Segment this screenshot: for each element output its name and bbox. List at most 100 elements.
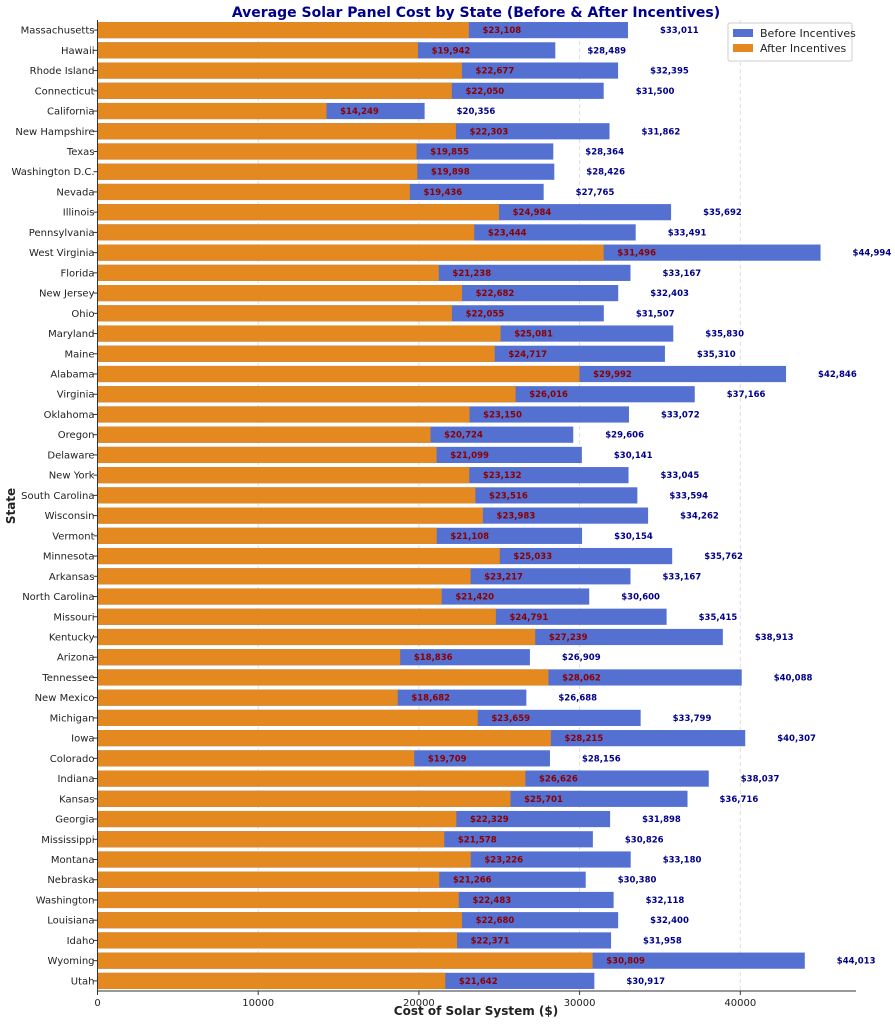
y-tick-label: Kansas [59, 794, 94, 805]
y-tick-label: Pennsylvania [29, 228, 95, 239]
label-after-incentives: $19,436 [423, 188, 462, 198]
label-before-incentives: $28,426 [586, 168, 625, 178]
label-after-incentives: $24,791 [510, 613, 549, 623]
label-before-incentives: $35,310 [697, 350, 736, 360]
label-after-incentives: $25,033 [513, 552, 552, 562]
bar-after-incentives [97, 649, 401, 666]
label-before-incentives: $33,491 [668, 228, 707, 238]
label-after-incentives: $23,132 [483, 471, 522, 481]
label-after-incentives: $27,239 [549, 633, 588, 643]
bar-after-incentives [97, 608, 496, 625]
y-tick-label: Nevada [56, 187, 94, 198]
data-labels: $33,011 $23,108 $28,489 $19,942 $32,395 $22,6… [340, 26, 891, 987]
bar-after-incentives [97, 952, 593, 969]
y-tick-label: Ohio [71, 309, 94, 320]
bar-after-incentives [97, 851, 471, 868]
bar-after-incentives [97, 163, 418, 180]
label-before-incentives: $37,166 [727, 390, 766, 400]
y-tick-label: Michigan [50, 713, 95, 724]
label-before-incentives: $26,909 [562, 653, 601, 663]
bar-after-incentives [97, 972, 446, 989]
label-before-incentives: $31,958 [643, 936, 682, 946]
label-after-incentives: $22,483 [472, 896, 511, 906]
y-tick-label: Hawaii [61, 46, 95, 57]
bar-after-incentives [97, 790, 511, 807]
y-tick-label: Oklahoma [44, 410, 95, 421]
bar-after-incentives [97, 527, 437, 544]
label-before-incentives: $44,013 [837, 957, 876, 967]
y-tick-label: New Mexico [35, 693, 95, 704]
label-before-incentives: $33,799 [673, 714, 712, 724]
label-after-incentives: $22,682 [476, 289, 515, 299]
label-before-incentives: $31,507 [636, 309, 675, 319]
y-tick-label: Iowa [71, 734, 94, 745]
label-before-incentives: $40,307 [777, 734, 816, 744]
label-before-incentives: $28,489 [587, 46, 626, 56]
label-before-incentives: $44,994 [853, 249, 892, 259]
y-tick-label: Vermont [52, 531, 94, 542]
y-tick-label: North Carolina [22, 592, 94, 603]
label-after-incentives: $21,108 [450, 532, 489, 542]
label-after-incentives: $31,496 [617, 249, 656, 259]
y-tick-label: New York [49, 471, 95, 482]
bar-after-incentives [97, 467, 470, 484]
label-after-incentives: $20,724 [444, 431, 483, 441]
label-after-incentives: $25,081 [514, 330, 553, 340]
label-before-incentives: $42,846 [818, 370, 857, 380]
bars [97, 22, 821, 989]
x-tick-label: 40000 [724, 998, 756, 1009]
y-tick-label: Virginia [57, 390, 95, 401]
label-before-incentives: $38,913 [755, 633, 794, 643]
bar-after-incentives [97, 102, 327, 120]
y-tick-label: Arizona [57, 653, 95, 664]
y-tick-label: Mississippi [41, 835, 94, 846]
legend-label-after: After Incentives [760, 42, 847, 55]
label-after-incentives: $22,680 [476, 916, 515, 926]
y-tick-label: Utah [71, 976, 95, 987]
x-axis-label: Cost of Solar System ($) [394, 1004, 558, 1018]
label-before-incentives: $36,716 [720, 795, 759, 805]
legend-box [727, 22, 853, 62]
bar-after-incentives [97, 62, 462, 79]
bar-after-incentives [97, 770, 526, 787]
y-tick-label: Tennessee [41, 673, 94, 684]
label-after-incentives: $25,701 [524, 795, 563, 805]
bar-after-incentives [97, 831, 445, 848]
y-tick-label: New Hampshire [15, 127, 94, 138]
label-after-incentives: $23,516 [489, 491, 528, 501]
gridlines [257, 20, 741, 991]
label-before-incentives: $33,180 [663, 856, 702, 866]
bar-after-incentives [97, 891, 459, 909]
bar-after-incentives [97, 325, 501, 342]
label-before-incentives: $30,141 [614, 451, 653, 461]
label-after-incentives: $24,984 [513, 208, 552, 218]
legend: Before Incentives After Incentives [727, 22, 856, 62]
bar-after-incentives [97, 82, 452, 99]
bar-after-incentives [97, 810, 457, 828]
label-after-incentives: $21,266 [453, 876, 492, 886]
label-before-incentives: $30,600 [621, 593, 660, 603]
bar-after-incentives [97, 730, 551, 747]
y-tick-label: Kentucky [49, 632, 95, 643]
label-before-incentives: $32,403 [650, 289, 689, 299]
label-after-incentives: $28,062 [562, 673, 601, 683]
bar-after-incentives [97, 628, 536, 646]
label-after-incentives: $19,855 [430, 147, 469, 157]
y-tick-label: Oregon [58, 430, 95, 441]
bar-after-incentives [97, 547, 500, 565]
label-after-incentives: $21,420 [455, 593, 494, 603]
label-after-incentives: $29,992 [593, 370, 632, 380]
x-tick-label: 30000 [564, 998, 596, 1009]
label-before-incentives: $27,765 [576, 188, 615, 198]
x-tick-label: 0 [94, 998, 100, 1009]
legend-swatch-before [733, 29, 753, 37]
y-tick-label: Massachusetts [21, 26, 95, 37]
bar-after-incentives [97, 365, 580, 383]
label-before-incentives: $35,830 [705, 330, 744, 340]
bar-after-incentives [97, 285, 462, 302]
label-after-incentives: $23,226 [484, 856, 523, 866]
label-before-incentives: $33,167 [662, 269, 701, 279]
y-tick-label: Texas [66, 147, 95, 158]
y-tick-label: Minnesota [43, 552, 95, 563]
label-before-incentives: $33,167 [662, 572, 701, 582]
